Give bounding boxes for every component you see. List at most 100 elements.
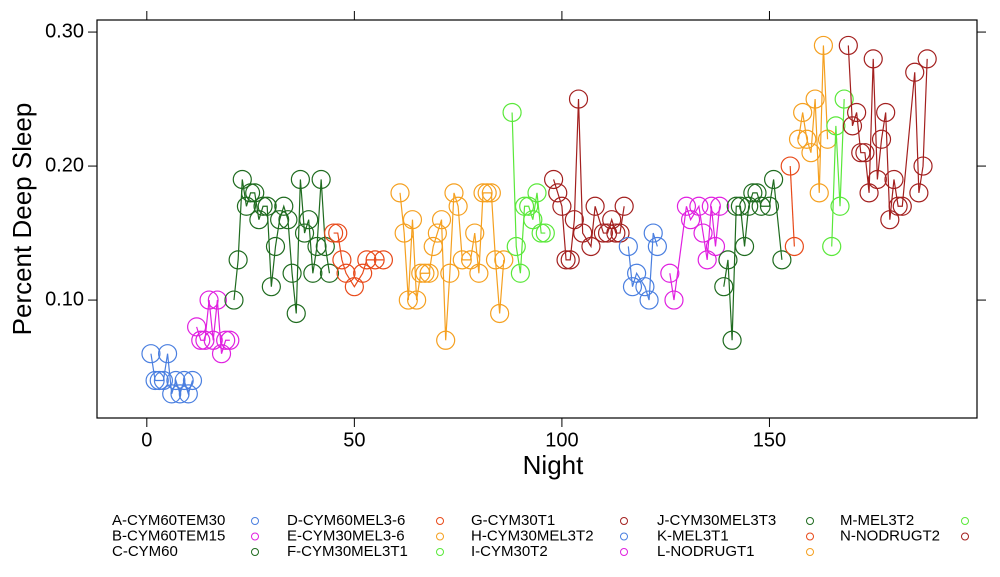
data-point xyxy=(544,169,564,190)
data-point xyxy=(805,89,825,109)
legend-symbol xyxy=(806,548,814,556)
data-point xyxy=(465,223,485,243)
data-point xyxy=(863,49,883,69)
legend-symbol xyxy=(806,532,814,541)
data-point xyxy=(801,143,821,163)
data-point xyxy=(847,102,867,123)
data-point xyxy=(759,196,780,216)
data-point xyxy=(481,183,501,203)
data-point xyxy=(253,196,273,216)
data-point xyxy=(182,370,203,391)
series-line xyxy=(831,99,845,247)
legend-label: N-NODRUGT2 xyxy=(840,527,940,544)
data-point xyxy=(793,102,813,123)
data-point xyxy=(178,384,198,404)
data-point xyxy=(635,277,655,297)
data-point xyxy=(149,370,169,391)
legend-label: E-CYM30MEL3-6 xyxy=(287,527,405,544)
legend-label: F-CYM30MEL3T1 xyxy=(287,543,408,560)
data-point xyxy=(527,183,547,203)
data-point xyxy=(834,89,854,109)
data-point xyxy=(705,236,726,257)
data-point xyxy=(307,236,327,257)
data-point xyxy=(195,330,215,350)
data-point xyxy=(228,250,248,270)
data-point xyxy=(502,102,522,123)
y-tick-label: 0.10 xyxy=(45,288,84,310)
legend-symbol xyxy=(251,532,259,541)
data-point xyxy=(647,236,667,257)
data-point xyxy=(199,290,219,310)
data-point xyxy=(311,169,331,190)
data-point xyxy=(324,223,344,243)
data-point xyxy=(477,183,497,203)
data-point xyxy=(257,196,277,216)
data-point xyxy=(216,330,236,350)
data-point xyxy=(415,263,435,283)
legend-label: J-CYM30MEL3T3 xyxy=(657,512,776,529)
data-point xyxy=(780,156,800,176)
data-point xyxy=(826,116,846,136)
data-point xyxy=(141,344,161,364)
data-point xyxy=(784,236,804,257)
data-point xyxy=(431,210,452,230)
data-point xyxy=(452,250,472,270)
data-point xyxy=(278,210,298,230)
data-point xyxy=(390,183,410,203)
data-point xyxy=(282,263,302,283)
data-point xyxy=(265,236,286,257)
data-point xyxy=(303,263,323,283)
data-point xyxy=(427,223,447,243)
data-point xyxy=(851,143,871,163)
legend-label: I-CYM30T2 xyxy=(471,543,548,560)
data-point xyxy=(270,210,290,230)
data-point xyxy=(751,196,771,216)
data-point xyxy=(813,35,834,56)
data-point xyxy=(548,183,568,203)
x-axis-label: Night xyxy=(523,450,584,480)
legend-symbol xyxy=(436,532,444,541)
series-line xyxy=(723,179,783,341)
data-point xyxy=(353,263,373,283)
data-point xyxy=(913,156,933,176)
data-point xyxy=(830,196,850,216)
data-point xyxy=(722,330,742,350)
data-point xyxy=(170,384,190,404)
legend-label: M-MEL3T2 xyxy=(840,512,914,529)
legend-symbol xyxy=(620,548,628,556)
data-point xyxy=(191,330,211,350)
plot-frame xyxy=(96,19,978,419)
legend-symbol xyxy=(620,517,628,525)
legend-label: C-CYM60 xyxy=(112,543,178,560)
data-point xyxy=(747,183,767,203)
legend-label: L-NODRUGT1 xyxy=(657,543,755,560)
data-point xyxy=(319,263,340,283)
data-point xyxy=(855,143,875,163)
y-tick-label: 0.20 xyxy=(45,154,84,176)
data-point xyxy=(842,116,863,136)
data-point xyxy=(909,183,929,203)
legend-symbol xyxy=(961,532,969,541)
data-point xyxy=(535,223,555,243)
legend-symbol xyxy=(251,517,259,525)
data-point xyxy=(419,263,439,283)
data-point xyxy=(274,196,294,216)
data-point xyxy=(876,102,896,123)
data-point xyxy=(639,290,659,310)
data-point xyxy=(676,196,697,216)
data-point xyxy=(490,303,510,324)
legend-label: G-CYM30T1 xyxy=(471,512,555,529)
legend-symbol xyxy=(251,548,259,556)
legend-label: A-CYM60TEM30 xyxy=(112,512,225,529)
data-point xyxy=(568,89,589,109)
data-point xyxy=(294,223,315,243)
legend-label: D-CYM60MEL3-6 xyxy=(287,512,405,529)
data-point xyxy=(838,35,858,56)
data-point xyxy=(224,290,244,310)
data-point xyxy=(884,169,904,190)
data-point xyxy=(440,263,460,283)
legend-symbol xyxy=(436,548,444,556)
data-point xyxy=(299,210,319,230)
x-tick-label: 100 xyxy=(545,429,578,451)
